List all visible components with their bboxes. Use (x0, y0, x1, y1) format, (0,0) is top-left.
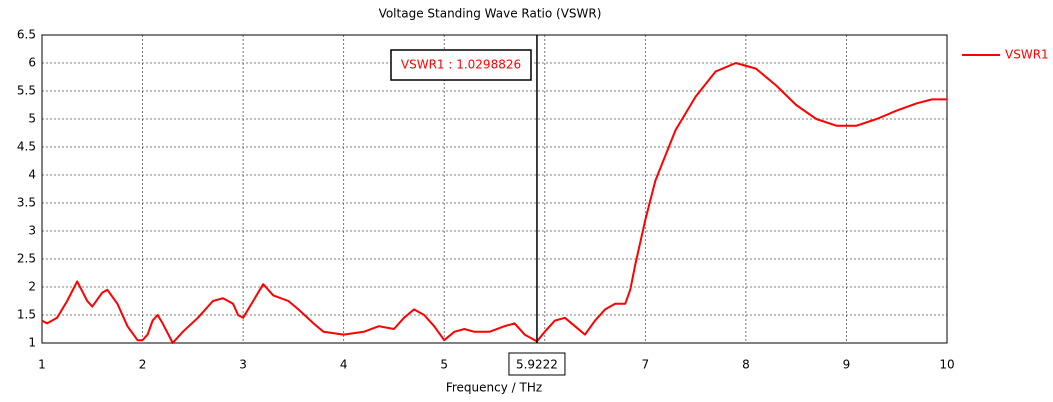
y-tick-label: 4 (28, 168, 36, 182)
y-tick-label: 3 (28, 224, 36, 238)
x-tick-label: 3 (239, 358, 247, 372)
chart-title: Voltage Standing Wave Ratio (VSWR) (379, 7, 602, 21)
x-tick-label: 1 (38, 358, 46, 372)
y-tick-label: 6 (28, 56, 36, 70)
x-tick-label: 10 (939, 358, 954, 372)
y-tick-label: 3.5 (17, 196, 36, 210)
y-tick-label: 5.5 (17, 84, 36, 98)
marker-x-label: 5.9222 (516, 358, 558, 372)
y-tick-label: 2.5 (17, 252, 36, 266)
y-tick-label: 1 (28, 336, 36, 350)
y-tick-label: 1.5 (17, 308, 36, 322)
x-axis-label: Frequency / THz (446, 381, 542, 395)
series-line (41, 62, 947, 344)
plot-frame (41, 34, 948, 344)
x-tick-label: 8 (742, 358, 750, 372)
y-tick-label: 6.5 (17, 28, 36, 42)
y-tick-label: 2 (28, 280, 36, 294)
marker-box (390, 49, 532, 81)
x-tick-label: 4 (340, 358, 348, 372)
y-tick-label: 5 (28, 112, 36, 126)
marker-label: VSWR1 : 1.0298826 (401, 58, 521, 72)
x-tick-label: 5 (440, 358, 448, 372)
x-tick-label: 7 (642, 358, 650, 372)
y-tick-label: 4.5 (17, 140, 36, 154)
x-tick-label: 9 (843, 358, 851, 372)
marker-x-box (508, 352, 566, 376)
x-tick-label: 2 (139, 358, 147, 372)
legend-label: VSWR1 (1005, 48, 1049, 62)
